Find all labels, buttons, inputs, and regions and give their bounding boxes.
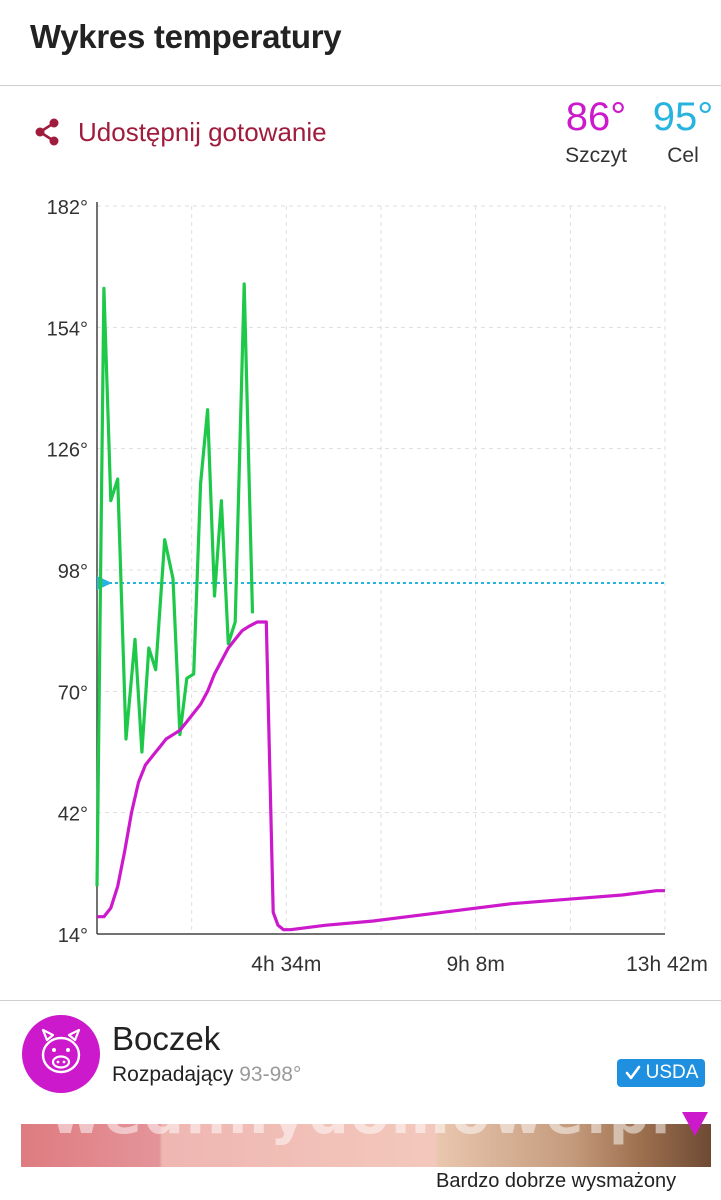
share-cook-label: Udostępnij gotowanie	[78, 116, 327, 147]
meat-avatar	[22, 1015, 100, 1093]
doneness-info: Rozpadający 93-98°	[112, 1063, 301, 1087]
target-temperature-value: 95°	[652, 95, 714, 139]
doneness-level: Rozpadający	[112, 1063, 234, 1086]
doneness-range: 93-98°	[239, 1063, 302, 1086]
ambient-temperature-series	[95, 282, 255, 887]
doneness-scale	[21, 1124, 711, 1167]
internal-temperature-series	[97, 620, 665, 932]
y-tick-label: 126°	[47, 440, 88, 462]
usda-badge[interactable]: USDA	[617, 1059, 705, 1087]
y-tick-label: 14°	[58, 925, 88, 947]
doneness-scale-label: Bardzo dobrze wysmażony	[436, 1170, 677, 1192]
y-tick-label: 98°	[58, 561, 88, 583]
peak-temperature: 86° Szczyt	[556, 94, 636, 168]
meat-name: Boczek	[112, 1020, 221, 1057]
peak-temperature-value: 86°	[565, 95, 627, 139]
doneness-marker	[682, 1112, 708, 1136]
target-temperature: 95° Cel	[648, 94, 718, 168]
watermark-text: wedlinydomowe.pl	[50, 1082, 673, 1147]
temperature-chart: 14° 42° 70° 98° 126° 154° 182° 4h 34m 9h 8m 13h 4…	[47, 197, 708, 976]
share-icon	[35, 118, 59, 146]
check-icon	[625, 1065, 640, 1080]
usda-label: USDA	[645, 1062, 699, 1083]
y-tick-label: 182°	[47, 197, 88, 219]
pig-icon	[41, 1028, 81, 1074]
app-header: Wykres temperatury	[0, 0, 721, 86]
section-divider	[0, 1000, 721, 1001]
target-temperature-label: Cel	[667, 144, 699, 167]
x-tick-label: 13h 42m	[626, 953, 708, 976]
page-title: Wykres temperatury	[30, 18, 342, 55]
x-tick-label: 9h 8m	[446, 953, 504, 976]
y-tick-label: 154°	[47, 318, 88, 340]
y-tick-label: 42°	[58, 804, 88, 826]
x-tick-label: 4h 34m	[251, 953, 321, 976]
y-tick-label: 70°	[58, 682, 88, 704]
share-cook-button[interactable]: Udostępnij gotowanie	[32, 112, 327, 152]
peak-temperature-label: Szczyt	[565, 144, 627, 167]
